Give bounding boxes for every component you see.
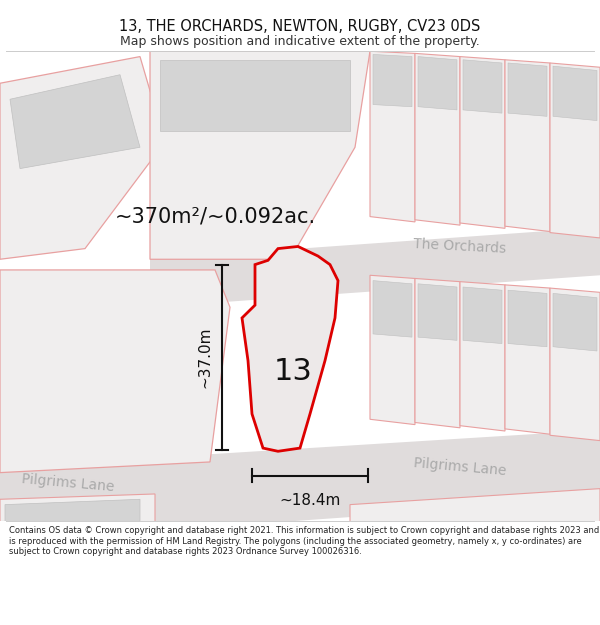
- Text: The Orchards: The Orchards: [413, 237, 507, 256]
- Text: ~18.4m: ~18.4m: [280, 493, 341, 508]
- Polygon shape: [553, 293, 597, 351]
- Polygon shape: [0, 57, 165, 259]
- Polygon shape: [553, 66, 597, 121]
- Text: Pilgrims Lane: Pilgrims Lane: [413, 456, 507, 478]
- Polygon shape: [0, 430, 600, 542]
- Polygon shape: [350, 489, 600, 542]
- Polygon shape: [463, 60, 502, 113]
- Polygon shape: [463, 287, 502, 344]
- Polygon shape: [550, 288, 600, 441]
- Polygon shape: [418, 284, 457, 341]
- Polygon shape: [0, 270, 230, 472]
- Polygon shape: [460, 57, 505, 228]
- Text: Pilgrims Lane: Pilgrims Lane: [21, 472, 115, 494]
- Polygon shape: [242, 246, 338, 451]
- Polygon shape: [150, 228, 600, 308]
- Text: 13: 13: [274, 357, 313, 386]
- Polygon shape: [370, 275, 415, 424]
- Polygon shape: [505, 285, 550, 434]
- Polygon shape: [373, 281, 412, 337]
- Polygon shape: [415, 279, 460, 428]
- Text: ~37.0m: ~37.0m: [197, 327, 212, 388]
- Polygon shape: [370, 51, 415, 222]
- Text: Map shows position and indicative extent of the property.: Map shows position and indicative extent…: [120, 35, 480, 48]
- Polygon shape: [150, 51, 370, 259]
- Text: Contains OS data © Crown copyright and database right 2021. This information is : Contains OS data © Crown copyright and d…: [9, 526, 599, 556]
- Polygon shape: [5, 499, 140, 537]
- Polygon shape: [418, 57, 457, 110]
- Polygon shape: [460, 282, 505, 431]
- Polygon shape: [10, 75, 140, 169]
- Polygon shape: [550, 63, 600, 238]
- Polygon shape: [415, 53, 460, 225]
- Text: 13, THE ORCHARDS, NEWTON, RUGBY, CV23 0DS: 13, THE ORCHARDS, NEWTON, RUGBY, CV23 0D…: [119, 19, 481, 34]
- Polygon shape: [508, 290, 547, 347]
- Polygon shape: [0, 494, 155, 542]
- Polygon shape: [508, 63, 547, 116]
- Polygon shape: [505, 60, 550, 231]
- Polygon shape: [160, 60, 350, 131]
- Polygon shape: [373, 54, 412, 107]
- Text: ~370m²/~0.092ac.: ~370m²/~0.092ac.: [115, 207, 316, 227]
